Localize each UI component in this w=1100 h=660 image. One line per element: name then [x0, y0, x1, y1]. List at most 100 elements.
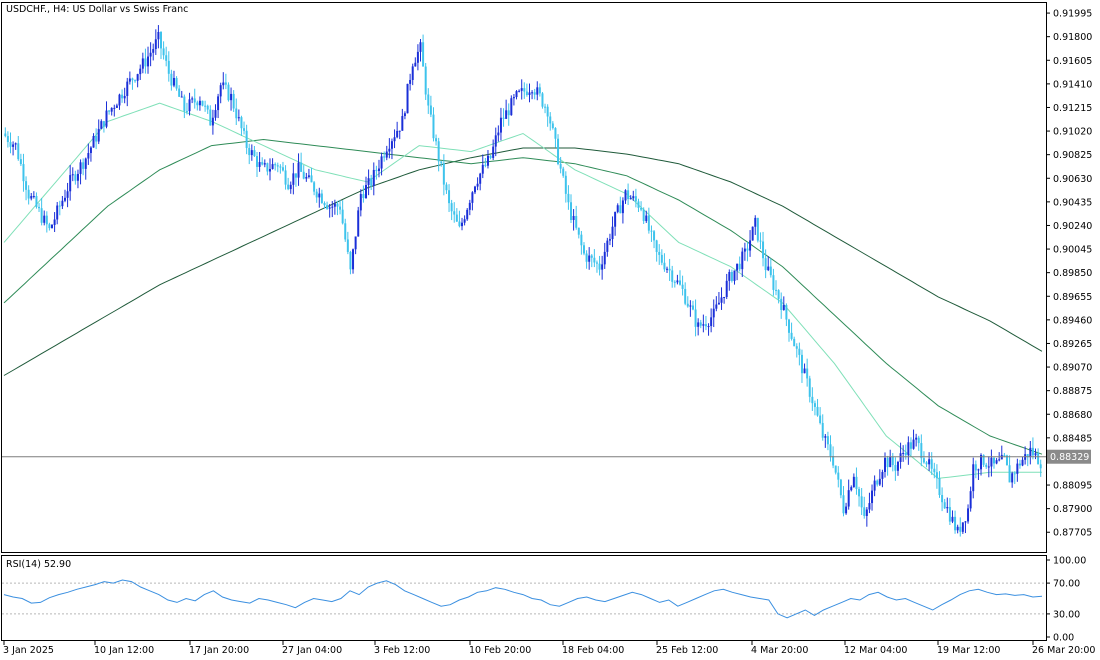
candle-body — [365, 185, 368, 198]
candle-body — [461, 222, 464, 227]
y-tick-label: 0.87705 — [1053, 528, 1092, 539]
candle-body — [1034, 453, 1037, 456]
candle-body — [9, 142, 12, 147]
candle-body — [951, 516, 954, 522]
candle-body — [276, 165, 279, 167]
candle-body — [289, 184, 292, 190]
candle-body — [730, 271, 733, 281]
rsi-panel-frame — [1, 555, 1047, 641]
candle-body — [808, 378, 811, 397]
candle-body — [1039, 464, 1042, 469]
candle-body — [601, 264, 604, 270]
candle-body — [611, 226, 614, 240]
candle-body — [494, 135, 497, 147]
candle-body — [157, 31, 160, 40]
candle-body — [559, 163, 562, 169]
candle-body — [793, 338, 796, 347]
candle-body — [575, 215, 578, 228]
candle-body — [642, 209, 645, 222]
candle-body — [614, 211, 617, 227]
chart-title: USDCHF., H4: US Dollar vs Swiss Franc — [6, 4, 188, 15]
candle-body — [390, 141, 393, 149]
candle-body — [484, 164, 487, 166]
candle-body — [248, 147, 251, 156]
candle-body — [974, 464, 977, 471]
candle-body — [572, 215, 575, 221]
candle-body — [422, 42, 425, 67]
candle-body — [515, 91, 518, 98]
candle-body — [881, 471, 884, 479]
y-tick-label: 0.88680 — [1053, 410, 1092, 421]
candle-body — [476, 183, 479, 187]
y-tick-label: 0.90240 — [1053, 221, 1092, 232]
candle-body — [320, 193, 323, 203]
candle-body — [323, 202, 326, 206]
candle-body — [74, 174, 77, 181]
candle-body — [671, 270, 674, 282]
candle-body — [985, 464, 988, 467]
candle-body — [235, 108, 238, 119]
x-tick-label: 19 Mar 12:00 — [937, 645, 1000, 656]
candle-body — [76, 173, 79, 181]
candle-body — [505, 110, 508, 119]
candle-body — [507, 110, 510, 116]
candle-body — [149, 52, 152, 57]
candle-body — [152, 49, 155, 53]
candle-body — [1013, 473, 1016, 475]
candle-body — [375, 169, 378, 172]
candle-body — [767, 266, 770, 271]
candle-body — [224, 82, 227, 85]
candle-body — [528, 92, 531, 95]
candle-body — [497, 132, 500, 136]
candle-body — [432, 114, 435, 139]
candle-body — [865, 509, 868, 516]
candle-body — [362, 194, 365, 198]
candle-body — [4, 133, 7, 137]
candle-body — [917, 437, 920, 444]
candle-body — [424, 66, 427, 95]
candle-body — [972, 464, 975, 492]
candle-body — [396, 130, 399, 138]
candle-body — [302, 171, 305, 179]
candle-body — [113, 107, 116, 109]
y-tick-label: 0.91215 — [1053, 103, 1092, 114]
candle-body — [764, 258, 767, 271]
candle-body — [32, 196, 35, 198]
candle-body — [538, 87, 541, 94]
candle-body — [863, 507, 866, 516]
candle-body — [785, 305, 788, 320]
candle-body — [595, 262, 598, 264]
candle-body — [829, 444, 832, 457]
candle-body — [699, 322, 702, 326]
candle-body — [178, 88, 181, 97]
y-tick-label: 0.90045 — [1053, 245, 1092, 256]
candle-body — [964, 521, 967, 523]
candle-body — [230, 93, 233, 101]
candle-body — [1003, 454, 1006, 456]
candle-body — [352, 249, 355, 270]
candle-body — [902, 452, 905, 454]
candle-body — [328, 207, 331, 209]
candle-body — [180, 96, 183, 98]
candle-body — [58, 205, 61, 207]
x-tick-label: 25 Feb 12:00 — [656, 645, 718, 656]
candle-body — [816, 406, 819, 416]
candle-body — [832, 456, 835, 466]
candle-body — [663, 262, 666, 270]
candle-body — [341, 209, 344, 224]
candle-body — [834, 465, 837, 473]
candle-body — [435, 138, 438, 142]
candle-body — [896, 461, 899, 471]
candle-body — [780, 298, 783, 311]
current-price-badge — [1047, 449, 1091, 464]
candle-body — [458, 221, 461, 227]
candle-body — [1031, 447, 1034, 456]
candle-body — [56, 205, 59, 220]
candle-body — [967, 508, 970, 522]
candle-body — [928, 459, 931, 465]
candle-body — [580, 234, 583, 246]
candle-body — [980, 454, 983, 470]
candle-body — [370, 178, 373, 186]
